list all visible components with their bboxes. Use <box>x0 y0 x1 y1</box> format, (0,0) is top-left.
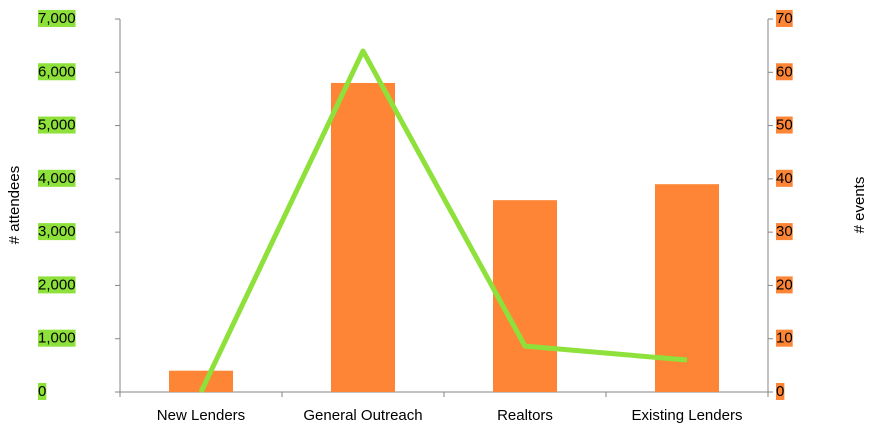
bar <box>493 200 557 392</box>
x-tick-label: Realtors <box>497 407 553 424</box>
y2-tick-label: 70 <box>776 10 793 27</box>
bar <box>169 370 233 392</box>
tick-label-bg <box>38 329 76 347</box>
y-tick-label: 5,000 <box>38 117 76 134</box>
y-tick-label: 7,000 <box>38 10 76 27</box>
tick-label-bg <box>38 9 76 27</box>
tick-label-bg <box>776 116 793 134</box>
tick-label-bg <box>776 382 785 400</box>
y2-tick-label: 10 <box>776 330 793 347</box>
y-tick-label: 3,000 <box>38 223 76 240</box>
x-tick-label: General Outreach <box>303 407 422 424</box>
tick-label-bg <box>776 276 793 294</box>
y-tick-label: 1,000 <box>38 330 76 347</box>
tick-label-bg <box>776 223 793 241</box>
tick-label-bg <box>38 63 76 81</box>
y2-tick-label: 50 <box>776 117 793 134</box>
y-axis-label: # attendees <box>6 166 23 244</box>
y-tick-label: 6,000 <box>38 63 76 80</box>
y2-tick-label: 20 <box>776 276 793 293</box>
tick-label-bg <box>776 9 793 27</box>
tick-label-bg <box>38 382 47 400</box>
x-tick-label: New Lenders <box>157 407 245 424</box>
tick-label-bg <box>776 169 793 187</box>
y2-tick-label: 40 <box>776 170 793 187</box>
tick-label-bg <box>776 63 793 81</box>
bar <box>655 184 719 392</box>
line <box>198 48 688 394</box>
y-tick-label: 0 <box>38 383 46 400</box>
tick-label-bg <box>776 329 793 347</box>
y2-tick-label: 30 <box>776 223 793 240</box>
tick-label-bg <box>38 116 76 134</box>
y-tick-label: 4,000 <box>38 170 76 187</box>
y2-axis-label: # events <box>851 177 868 234</box>
tick-label-bg <box>38 276 76 294</box>
tick-label-bg <box>38 169 76 187</box>
tick-label-bg <box>38 223 76 241</box>
y2-tick-label: 0 <box>776 383 784 400</box>
y2-tick-label: 60 <box>776 63 793 80</box>
y-tick-label: 2,000 <box>38 276 76 293</box>
x-tick-label: Existing Lenders <box>632 407 743 424</box>
bar <box>331 82 395 392</box>
